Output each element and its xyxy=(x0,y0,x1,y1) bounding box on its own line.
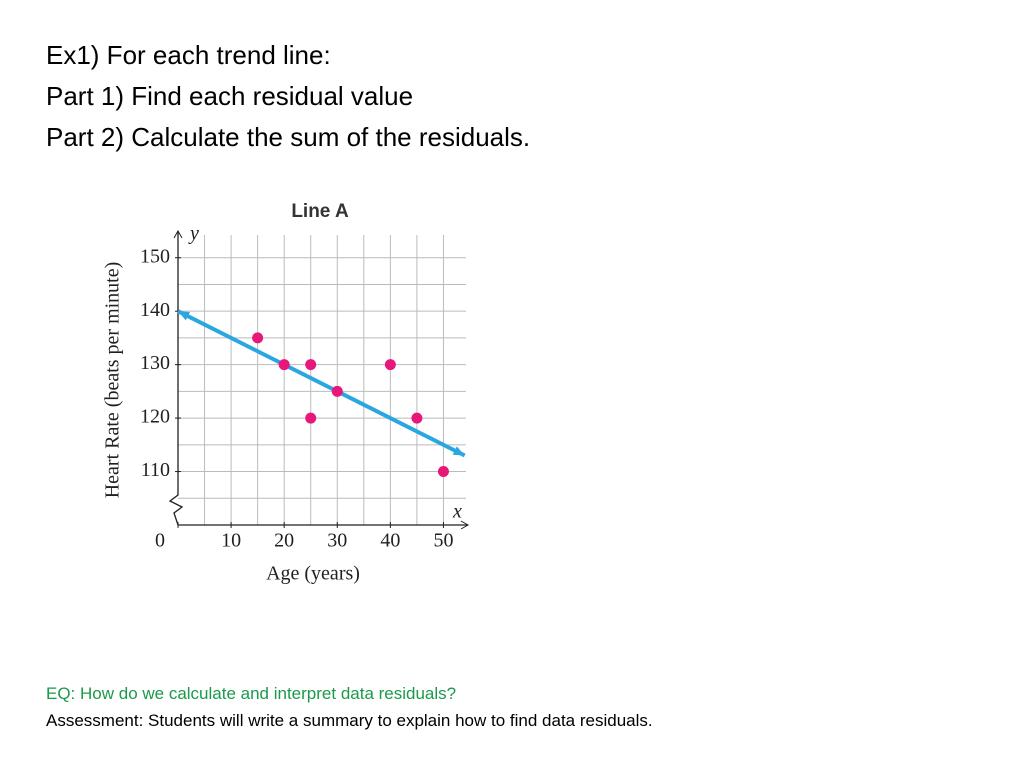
point xyxy=(278,359,290,371)
heading-line: Ex1) For each trend line: xyxy=(46,40,331,70)
point xyxy=(437,466,449,478)
chart: Line A Heart Rate (beats per minute) Age… xyxy=(102,201,470,585)
point xyxy=(331,385,343,397)
assessment: Assessment: Students will write a summar… xyxy=(46,711,653,730)
x-tick-label: 50 xyxy=(433,530,453,552)
heading-line: Part 2) Calculate the sum of the residua… xyxy=(46,122,531,152)
x-tick-label: 10 xyxy=(221,530,241,552)
point xyxy=(384,359,396,371)
point xyxy=(252,332,264,344)
trend-line xyxy=(177,309,466,458)
y-axis xyxy=(168,231,184,526)
x-axis-label: Age (years) xyxy=(266,563,360,585)
point xyxy=(411,412,423,424)
y-axis-letter: y xyxy=(188,223,199,245)
x-tick-label: 0 xyxy=(155,530,165,552)
point xyxy=(305,359,317,371)
y-tick-label: 140 xyxy=(140,299,170,321)
point xyxy=(305,412,317,424)
x-axis-arrow xyxy=(460,520,470,530)
y-axis-label: Heart Rate (beats per minute) xyxy=(102,262,124,499)
heading-line: Part 1) Find each residual value xyxy=(46,81,414,111)
y-tick-label: 130 xyxy=(140,352,170,374)
trend-arrow xyxy=(178,311,190,321)
x-tick-label: 30 xyxy=(327,530,347,552)
essential-question: EQ: How do we calculate and interpret da… xyxy=(46,684,457,703)
x-axis-letter: x xyxy=(452,501,462,523)
y-axis-arrow xyxy=(173,229,183,239)
x-tick-label: 40 xyxy=(380,530,400,552)
x-tick-label: 20 xyxy=(274,530,294,552)
trend-arrow xyxy=(452,446,465,456)
y-tick-label: 120 xyxy=(140,406,170,428)
y-tick-label: 110 xyxy=(141,459,170,481)
y-tick-label: 150 xyxy=(140,245,170,267)
chart-title: Line A xyxy=(291,201,349,222)
